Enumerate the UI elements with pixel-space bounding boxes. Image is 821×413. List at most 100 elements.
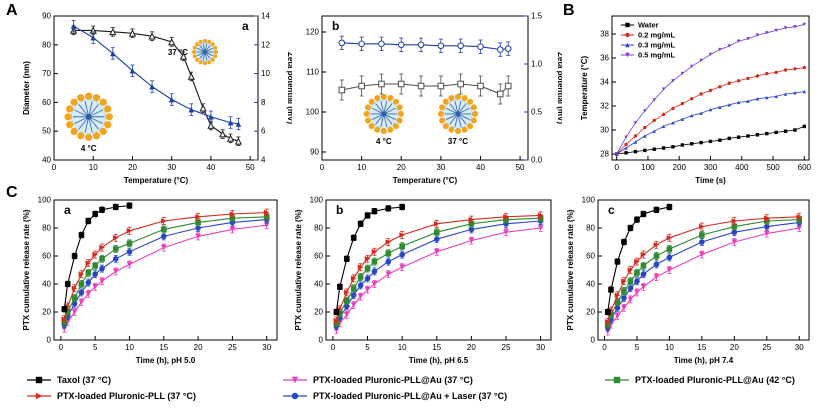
- series-pll-au-42: [61, 212, 270, 326]
- svg-text:60: 60: [314, 252, 323, 261]
- svg-text:100: 100: [310, 196, 324, 205]
- chart-Aa-svg: 0 10 20 30 40 50 Temperature (°C) 40 50 60 70 80 90 D…: [22, 12, 295, 186]
- svg-text:0: 0: [591, 336, 596, 345]
- svg-text:50: 50: [42, 127, 51, 136]
- svg-text:20: 20: [397, 163, 406, 172]
- svg-text:50: 50: [516, 163, 525, 172]
- left-axis: 0 20 40 60 80 100 PTX cumulative release rate …: [294, 196, 330, 345]
- svg-text:15: 15: [432, 343, 441, 352]
- micelle-inset: 4 °C: [64, 92, 113, 153]
- right-axis: 4 6 8 10 12 14 Zeta potential (mV): [254, 12, 295, 165]
- legend-marker-square-icon: [27, 376, 51, 384]
- svg-text:400: 400: [735, 163, 749, 172]
- legend-item: PTX-loaded Pluronic-PLL@Au (42 °C): [604, 372, 818, 388]
- series-pluronic-pll: [61, 208, 270, 323]
- svg-text:25: 25: [502, 343, 511, 352]
- svg-text:14: 14: [261, 12, 270, 21]
- svg-text:100: 100: [641, 163, 655, 172]
- svg-text:28: 28: [600, 150, 609, 159]
- left-axis: 0 20 40 60 80 100 PTX cumulative release rate …: [22, 196, 58, 345]
- svg-text:50: 50: [246, 163, 255, 172]
- svg-text:0: 0: [47, 336, 52, 345]
- series-zeta-potential: [338, 35, 512, 57]
- svg-text:4 °C: 4 °C: [376, 137, 392, 146]
- svg-text:PTX cumulative release rate (%: PTX cumulative release rate (%): [22, 209, 31, 330]
- x-axis: 0 5 10 15 20 25 30 Time (h), pH 7.4: [602, 336, 804, 365]
- svg-text:Time (h), pH 6.5: Time (h), pH 6.5: [409, 356, 469, 365]
- svg-text:Zeta potential (mV): Zeta potential (mV): [556, 52, 562, 124]
- svg-text:38: 38: [600, 30, 609, 39]
- svg-text:10: 10: [89, 163, 98, 172]
- legend-column-1: Taxol (37 °C) PTX-loaded Pluronic-PLL (37…: [26, 372, 282, 404]
- svg-text:60: 60: [42, 98, 51, 107]
- series-pluronic-pll: [333, 211, 544, 325]
- svg-text:40: 40: [42, 280, 51, 289]
- svg-text:0: 0: [614, 163, 619, 172]
- x-axis: 0 100 200 300 400 500 600 Time (s): [614, 156, 812, 185]
- svg-text:500: 500: [766, 163, 780, 172]
- series-taxol: [61, 202, 133, 313]
- svg-text:Time (h), pH 7.4: Time (h), pH 7.4: [674, 356, 734, 365]
- svg-text:5: 5: [93, 343, 98, 352]
- svg-text:Temperature (°C): Temperature (°C): [393, 176, 458, 185]
- subplot-tag: c: [608, 203, 615, 217]
- svg-text:4 °C: 4 °C: [81, 144, 97, 153]
- svg-text:32: 32: [600, 102, 609, 111]
- svg-text:Temperature (°C): Temperature (°C): [580, 55, 589, 120]
- svg-text:5: 5: [635, 343, 640, 352]
- chart-Ca-svg: 0 5 10 15 20 25 30 Time (h), pH 5.0 0 20 40 60 80 100…: [22, 196, 278, 365]
- svg-text:600: 600: [798, 163, 812, 172]
- svg-text:80: 80: [42, 40, 51, 49]
- svg-text:0.5: 0.5: [531, 108, 543, 117]
- subplot-tag: a: [242, 19, 249, 33]
- legend-item: PTX-loaded Pluronic-PLL@Au (37 °C): [282, 372, 604, 388]
- svg-text:Water: Water: [638, 21, 659, 30]
- bottom-legend: Taxol (37 °C) PTX-loaded Pluronic-PLL (37…: [26, 372, 818, 404]
- legend-marker-triangle-right-icon: [27, 392, 51, 400]
- svg-text:40: 40: [206, 163, 215, 172]
- svg-text:90: 90: [42, 12, 51, 21]
- svg-text:0: 0: [331, 343, 336, 352]
- series-diameter: [70, 25, 242, 147]
- series-c-0-5-mg-ml: [614, 22, 807, 156]
- svg-text:200: 200: [673, 163, 687, 172]
- svg-text:100: 100: [306, 108, 320, 117]
- svg-text:20: 20: [730, 343, 739, 352]
- svg-text:10: 10: [665, 343, 674, 352]
- svg-text:PTX cumulative release rate (%: PTX cumulative release rate (%): [294, 209, 303, 330]
- svg-text:0.2 mg/mL: 0.2 mg/mL: [638, 31, 676, 40]
- legend-column-3: PTX-loaded Pluronic-PLL@Au (42 °C): [604, 372, 818, 404]
- svg-text:0: 0: [59, 343, 64, 352]
- chart-ptx-release-ph-6-5: 0 5 10 15 20 25 30 Time (h), pH 6.5 0 20 40 60 80 100…: [292, 190, 560, 366]
- svg-text:6: 6: [261, 127, 266, 136]
- left-axis: 28 30 32 34 36 38 Temperature (°C): [580, 30, 616, 159]
- series-pll-au-37: [61, 221, 270, 333]
- svg-text:70: 70: [42, 69, 51, 78]
- legend-label: PTX-loaded Pluronic-PLL@Au + Laser (37 °…: [313, 391, 508, 401]
- svg-text:37 °C: 37 °C: [168, 48, 188, 57]
- right-axis: 0.0 0.5 1.0 1.5 Zeta potential (mV): [524, 12, 565, 165]
- svg-text:0.0: 0.0: [531, 156, 543, 165]
- series-c-0-3-mg-ml: [614, 89, 807, 156]
- svg-text:30: 30: [262, 343, 271, 352]
- svg-text:80: 80: [42, 224, 51, 233]
- legend-label: PTX-loaded Pluronic-PLL@Au (37 °C): [313, 375, 473, 385]
- svg-text:20: 20: [194, 343, 203, 352]
- svg-text:40: 40: [314, 280, 323, 289]
- svg-text:12: 12: [261, 40, 270, 49]
- svg-text:30: 30: [536, 343, 545, 352]
- svg-text:30: 30: [795, 343, 804, 352]
- subplot-tag: a: [64, 203, 71, 217]
- svg-text:10: 10: [125, 343, 134, 352]
- svg-text:90: 90: [310, 148, 319, 157]
- svg-text:0: 0: [320, 163, 325, 172]
- legend-label: Taxol (37 °C): [57, 375, 111, 385]
- svg-text:10: 10: [398, 343, 407, 352]
- svg-text:36: 36: [600, 54, 609, 63]
- chart-B-svg: 0 100 200 300 400 500 600 Time (s) 28 30 32 34 36 38 T…: [580, 15, 812, 185]
- series-taxol: [333, 203, 405, 316]
- svg-text:30: 30: [436, 163, 445, 172]
- svg-text:20: 20: [128, 163, 137, 172]
- series-pll-au-37: [604, 224, 803, 336]
